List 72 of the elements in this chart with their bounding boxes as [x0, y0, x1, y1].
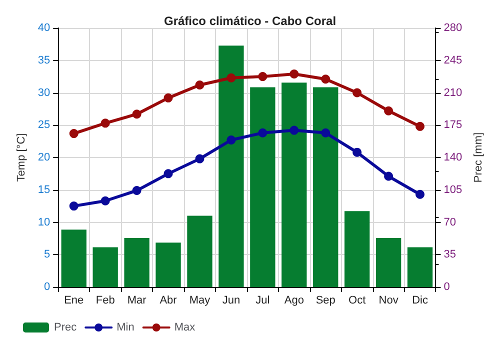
y2-axis-title: Prec [mm] — [472, 132, 484, 183]
y2-tick-label: 35 — [444, 248, 456, 261]
point — [164, 169, 173, 178]
bar — [344, 211, 370, 287]
bar — [187, 216, 212, 287]
point — [416, 122, 425, 131]
x-tick-label: Dic — [412, 294, 428, 306]
point — [195, 80, 204, 90]
bar — [376, 238, 402, 287]
x-tick-label: Ago — [284, 294, 304, 306]
point — [226, 73, 236, 82]
point — [258, 128, 268, 138]
y-tick-label: 5 — [44, 248, 50, 261]
y2-tick-label: 0 — [444, 281, 450, 293]
x-tick-label: Jun — [222, 294, 240, 306]
point — [416, 190, 425, 199]
x-tick-label: Sep — [316, 294, 336, 306]
y2-tick-label: 70 — [444, 216, 456, 228]
y-axis-title: Temp [°C] — [16, 133, 28, 182]
y-tick-label: 25 — [38, 119, 50, 132]
point — [69, 202, 78, 211]
point — [195, 154, 204, 164]
y2-tick-label: 140 — [444, 152, 462, 164]
y-tick-label: 30 — [38, 86, 50, 99]
point — [290, 69, 299, 78]
point — [132, 110, 142, 119]
y-tick-label: 20 — [38, 152, 50, 164]
bar — [282, 82, 307, 287]
point — [321, 128, 330, 138]
y2-tick-label: 105 — [444, 184, 462, 196]
point — [290, 126, 299, 135]
x-tick-label: Ene — [64, 294, 84, 306]
point — [164, 93, 173, 102]
y-tick-label: 40 — [38, 22, 50, 34]
x-tick-label: Feb — [96, 294, 115, 306]
y2-tick-label: 175 — [444, 119, 462, 132]
legend-label: Prec — [54, 322, 78, 334]
y-tick-label: 35 — [38, 54, 50, 66]
point — [384, 106, 394, 116]
point — [352, 148, 362, 157]
bar — [61, 230, 86, 287]
x-tick-label: Oct — [348, 294, 366, 306]
bar — [313, 87, 338, 287]
x-tick-label: Mar — [127, 294, 147, 306]
y-tick-label: 0 — [44, 281, 50, 293]
y-tick-label: 10 — [38, 216, 50, 228]
point — [132, 186, 142, 196]
bar — [407, 247, 433, 287]
bar — [124, 238, 150, 287]
y2-tick-label: 210 — [444, 86, 462, 99]
point — [69, 129, 78, 138]
point — [226, 136, 236, 145]
y-tick-label: 15 — [38, 184, 50, 196]
bar — [218, 46, 244, 287]
chart-title: Gráfico climático - Cabo Coral — [164, 14, 336, 28]
x-tick-label: May — [189, 294, 211, 306]
point — [352, 88, 362, 98]
point — [321, 74, 330, 84]
point — [384, 172, 394, 181]
y2-tick-label: 245 — [444, 54, 462, 66]
bar — [250, 87, 276, 287]
x-tick-label: Jul — [256, 294, 270, 306]
bar — [156, 242, 181, 287]
legend-label: Max — [174, 322, 196, 334]
legend-label: Min — [116, 322, 134, 334]
point — [258, 72, 268, 82]
point — [100, 196, 110, 206]
bar — [92, 247, 118, 287]
point — [100, 118, 110, 128]
x-tick-label: Nov — [378, 294, 399, 306]
y2-tick-label: 280 — [444, 22, 462, 34]
x-tick-label: Abr — [160, 294, 178, 306]
